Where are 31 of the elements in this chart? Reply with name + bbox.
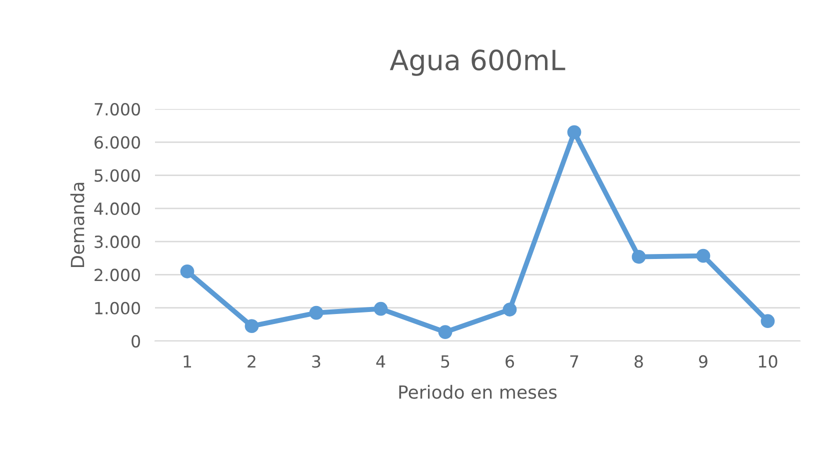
x-tick-label: 1	[184, 355, 192, 368]
x-tick-label: 7	[570, 355, 578, 368]
x-tick-label: 3	[312, 355, 320, 368]
y-tick-label: 3.000	[94, 236, 140, 248]
y-axis-title: Demanda	[70, 182, 84, 268]
x-tick-label: 9	[698, 355, 708, 368]
chart-title: Agua 600mL	[390, 49, 566, 76]
point	[632, 250, 646, 264]
point	[180, 264, 194, 278]
y-tick-label: 6.000	[94, 136, 140, 149]
point	[309, 306, 324, 320]
x-axis-title: Periodo en meses	[399, 384, 557, 399]
y-tick-label: 0	[132, 334, 140, 348]
x-tick-label: 8	[634, 355, 643, 368]
x-tick-label: 10	[758, 355, 778, 368]
y-tick-label: 4.000	[94, 202, 140, 215]
point	[502, 302, 517, 316]
point	[438, 325, 452, 339]
x-tick-label: 2	[248, 355, 256, 368]
point	[244, 319, 259, 334]
y-tick-label: 7.000	[94, 102, 140, 116]
point	[696, 248, 710, 263]
point	[760, 314, 775, 328]
x-tick-label: 6	[506, 355, 514, 368]
y-tick-label: 5.000	[94, 169, 140, 182]
point	[567, 125, 582, 140]
point	[374, 302, 388, 316]
x-tick-label: 5	[441, 355, 450, 368]
y-tick-label: 1.000	[95, 302, 140, 314]
x-tick-label: 4	[376, 355, 386, 368]
y-tick-label: 2.000	[94, 268, 140, 282]
